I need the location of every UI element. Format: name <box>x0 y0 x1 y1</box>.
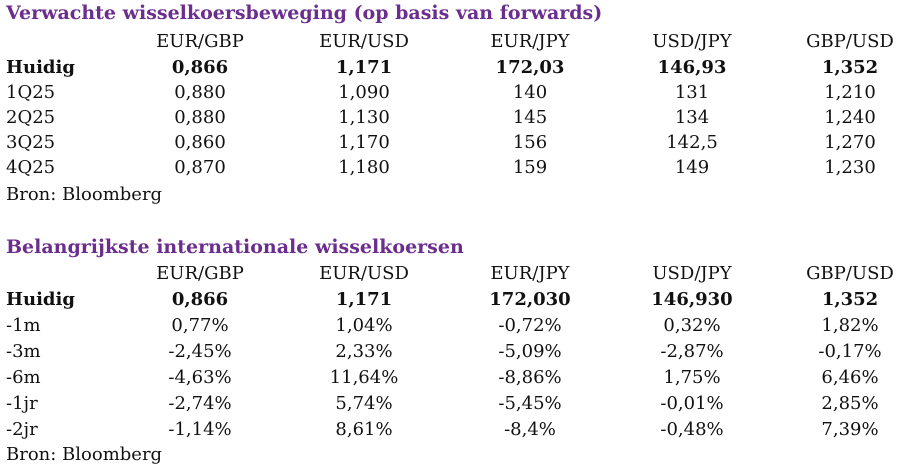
table-cell: 146,930 <box>651 289 733 310</box>
row-label: 3Q25 <box>6 132 56 153</box>
table-cell: -8,86% <box>498 367 562 388</box>
table-cell: 11,64% <box>329 367 399 388</box>
column-header: EUR/JPY <box>490 263 570 284</box>
table-cell: -5,45% <box>498 393 562 414</box>
row-label: -6m <box>6 367 41 388</box>
row-label: 1Q25 <box>6 82 56 103</box>
table-cell: 0,880 <box>174 107 226 128</box>
table-cell: 1,170 <box>338 132 390 153</box>
column-header: USD/JPY <box>652 263 732 284</box>
table-row: 2Q25 0,880 1,130 145 134 1,240 <box>0 105 911 131</box>
row-label: 2Q25 <box>6 107 56 128</box>
table-row: -1m 0,77% 1,04% -0,72% 0,32% 1,82% <box>0 313 911 339</box>
column-header: EUR/GBP <box>156 31 244 52</box>
table-cell: 159 <box>512 157 548 178</box>
table-cell: 5,74% <box>335 393 393 414</box>
exchange-rates-title: Belangrijkste internationale wisselkoers… <box>6 236 464 258</box>
table-row: -3m -2,45% 2,33% -5,09% -2,87% -0,17% <box>0 339 911 365</box>
table-cell: 1,171 <box>335 57 393 78</box>
table-cell: 156 <box>512 132 548 153</box>
table-cell: -0,48% <box>660 419 724 440</box>
table-cell: 1,352 <box>821 57 879 78</box>
table-cell: 2,85% <box>821 393 879 414</box>
header-row: EUR/GBP EUR/USD EUR/JPY USD/JPY GBP/USD <box>0 29 911 55</box>
table-cell: 142,5 <box>666 132 718 153</box>
header-row: EUR/GBP EUR/USD EUR/JPY USD/JPY GBP/USD <box>0 261 911 287</box>
table-row: -6m -4,63% 11,64% -8,86% 1,75% 6,46% <box>0 365 911 391</box>
table-cell: 1,82% <box>821 315 879 336</box>
table-cell: 0,880 <box>174 82 226 103</box>
table-cell: -2,45% <box>168 341 232 362</box>
row-label: -1m <box>6 315 41 336</box>
forward-table-title: Verwachte wisselkoersbeweging (op basis … <box>6 2 603 24</box>
table-cell: 149 <box>674 157 710 178</box>
table-cell: 1,270 <box>824 132 876 153</box>
table-cell: 0,870 <box>174 157 226 178</box>
table-row: 1Q25 0,880 1,090 140 131 1,210 <box>0 80 911 106</box>
table-cell: -2,74% <box>168 393 232 414</box>
table-cell: -0,17% <box>818 341 882 362</box>
table-cell: 1,171 <box>335 289 393 310</box>
row-label: -3m <box>6 341 41 362</box>
table-cell: 0,866 <box>171 289 229 310</box>
table-cell: 2,33% <box>335 341 393 362</box>
table-cell: 134 <box>674 107 710 128</box>
table-row-current: Huidig 0,866 1,171 172,03 146,93 1,352 <box>0 55 911 81</box>
table-cell: 1,230 <box>824 157 876 178</box>
table-cell: -1,14% <box>168 419 232 440</box>
table-cell: 1,210 <box>824 82 876 103</box>
table-cell: 0,77% <box>171 315 229 336</box>
table-cell: 6,46% <box>821 367 879 388</box>
table-cell: 140 <box>512 82 548 103</box>
table-row-current: Huidig 0,866 1,171 172,030 146,930 1,352 <box>0 287 911 313</box>
table-cell: 131 <box>674 82 710 103</box>
table-cell: 0,32% <box>663 315 721 336</box>
table-cell: 146,93 <box>657 57 727 78</box>
table-row: 4Q25 0,870 1,180 159 149 1,230 <box>0 155 911 181</box>
table-cell: -4,63% <box>168 367 232 388</box>
row-label: Huidig <box>6 57 75 78</box>
table-cell: 1,75% <box>663 367 721 388</box>
source-note: Bron: Bloomberg <box>6 444 163 465</box>
row-label: -2jr <box>6 419 38 440</box>
table-cell: 7,39% <box>821 419 879 440</box>
table-cell: 145 <box>512 107 548 128</box>
table-cell: 1,240 <box>824 107 876 128</box>
table-row: -2jr -1,14% 8,61% -8,4% -0,48% 7,39% <box>0 417 911 443</box>
table-cell: -0,01% <box>660 393 724 414</box>
table-cell: 1,352 <box>821 289 879 310</box>
table-cell: 8,61% <box>335 419 393 440</box>
table-cell: -0,72% <box>498 315 562 336</box>
table-cell: 1,04% <box>335 315 393 336</box>
table-cell: 0,860 <box>174 132 226 153</box>
row-label: 4Q25 <box>6 157 56 178</box>
table-cell: -2,87% <box>660 341 724 362</box>
row-label: -1jr <box>6 393 38 414</box>
column-header: GBP/USD <box>806 31 894 52</box>
table-cell: 172,03 <box>495 57 565 78</box>
table-cell: 1,180 <box>338 157 390 178</box>
table-cell: -8,4% <box>504 419 556 440</box>
table-cell: 1,090 <box>338 82 390 103</box>
table-cell: 1,130 <box>338 107 390 128</box>
column-header: EUR/JPY <box>490 31 570 52</box>
column-header: USD/JPY <box>652 31 732 52</box>
table-cell: 0,866 <box>171 57 229 78</box>
table-row: 3Q25 0,860 1,170 156 142,5 1,270 <box>0 130 911 156</box>
column-header: EUR/USD <box>319 31 409 52</box>
table-row: -1jr -2,74% 5,74% -5,45% -0,01% 2,85% <box>0 391 911 417</box>
row-label: Huidig <box>6 289 75 310</box>
table-cell: -5,09% <box>498 341 562 362</box>
column-header: EUR/USD <box>319 263 409 284</box>
column-header: EUR/GBP <box>156 263 244 284</box>
source-note: Bron: Bloomberg <box>6 184 163 205</box>
table-cell: 172,030 <box>489 289 571 310</box>
column-header: GBP/USD <box>806 263 894 284</box>
